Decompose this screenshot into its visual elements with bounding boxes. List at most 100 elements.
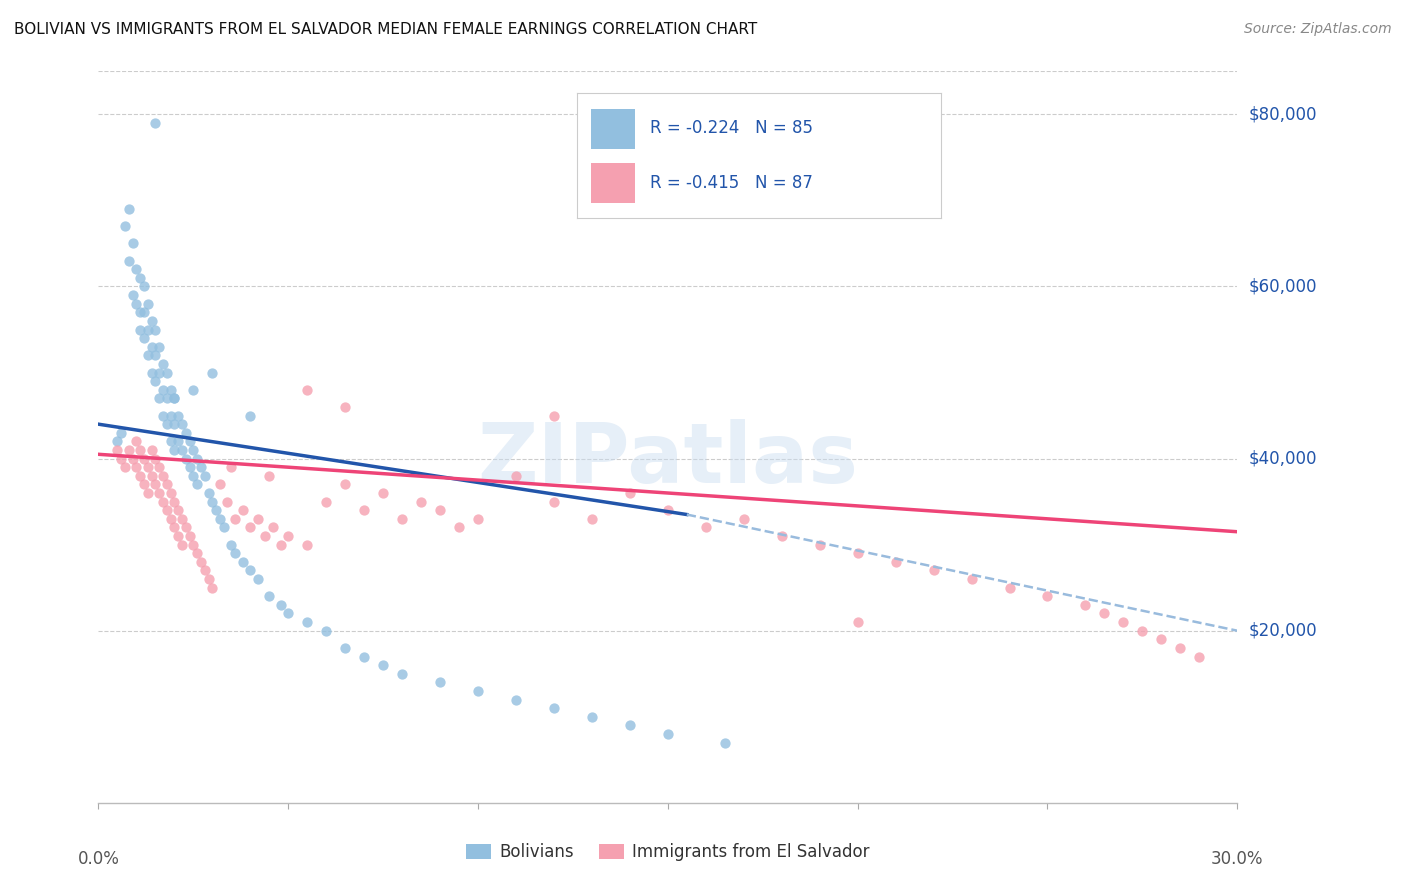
Point xyxy=(467,512,489,526)
Point xyxy=(136,348,159,362)
Point xyxy=(174,451,197,466)
Point xyxy=(335,477,357,491)
Point xyxy=(505,692,527,706)
Point xyxy=(159,409,181,423)
Point xyxy=(714,735,737,749)
Point xyxy=(194,468,217,483)
Point xyxy=(239,520,262,534)
Point xyxy=(129,271,152,285)
Point xyxy=(163,392,186,406)
Point xyxy=(581,512,603,526)
Point xyxy=(619,486,641,500)
Point xyxy=(391,512,413,526)
Point xyxy=(808,538,831,552)
Point xyxy=(259,589,281,603)
Point xyxy=(186,451,208,466)
Point xyxy=(335,400,357,414)
Point xyxy=(152,383,174,397)
Point xyxy=(114,460,136,475)
Point xyxy=(156,417,179,432)
Point xyxy=(159,486,181,500)
Point xyxy=(1132,624,1154,638)
Point xyxy=(179,460,201,475)
Point xyxy=(657,503,679,517)
Point xyxy=(167,434,190,449)
Point xyxy=(543,701,565,715)
Point xyxy=(335,640,357,655)
Point xyxy=(179,529,201,543)
Point xyxy=(167,409,190,423)
Point xyxy=(246,512,269,526)
Point xyxy=(145,374,167,388)
Point xyxy=(186,477,208,491)
Point xyxy=(125,262,148,277)
Point xyxy=(118,202,141,216)
Point xyxy=(297,538,319,552)
Point xyxy=(110,451,132,466)
Point xyxy=(121,288,143,302)
Point xyxy=(183,538,205,552)
Point xyxy=(132,331,155,345)
Point xyxy=(353,503,375,517)
Point xyxy=(208,512,231,526)
Legend: Bolivians, Immigrants from El Salvador: Bolivians, Immigrants from El Salvador xyxy=(460,837,876,868)
Point xyxy=(129,442,152,457)
Point xyxy=(1036,589,1059,603)
Point xyxy=(581,710,603,724)
Point xyxy=(183,383,205,397)
Point xyxy=(170,512,193,526)
Point xyxy=(114,219,136,234)
Point xyxy=(132,451,155,466)
Point xyxy=(156,366,179,380)
Point xyxy=(148,392,170,406)
Point xyxy=(159,434,181,449)
Point xyxy=(125,434,148,449)
Point xyxy=(262,520,284,534)
Point xyxy=(167,529,190,543)
Point xyxy=(201,366,224,380)
Point xyxy=(179,434,201,449)
Point xyxy=(657,727,679,741)
Point xyxy=(1074,598,1097,612)
Point xyxy=(353,649,375,664)
Point xyxy=(118,442,141,457)
Point xyxy=(141,314,163,328)
Point xyxy=(148,460,170,475)
Point xyxy=(846,546,869,560)
Point xyxy=(217,494,239,508)
Point xyxy=(186,546,208,560)
Point xyxy=(239,564,262,578)
Text: $20,000: $20,000 xyxy=(1249,622,1317,640)
Point xyxy=(429,675,451,690)
Point xyxy=(194,564,217,578)
Text: BOLIVIAN VS IMMIGRANTS FROM EL SALVADOR MEDIAN FEMALE EARNINGS CORRELATION CHART: BOLIVIAN VS IMMIGRANTS FROM EL SALVADOR … xyxy=(14,22,758,37)
Point xyxy=(152,468,174,483)
Point xyxy=(125,296,148,310)
Point xyxy=(163,392,186,406)
Text: $40,000: $40,000 xyxy=(1249,450,1317,467)
Point xyxy=(297,383,319,397)
Text: 0.0%: 0.0% xyxy=(77,850,120,868)
Point xyxy=(159,383,181,397)
Point xyxy=(201,581,224,595)
Point xyxy=(201,494,224,508)
Point xyxy=(174,520,197,534)
Point xyxy=(1188,649,1211,664)
Point xyxy=(1094,607,1116,621)
Point xyxy=(156,477,179,491)
Point xyxy=(197,572,219,586)
Point xyxy=(846,615,869,629)
Point xyxy=(121,451,143,466)
Point xyxy=(254,529,277,543)
Point xyxy=(208,477,231,491)
Point xyxy=(212,520,235,534)
Point xyxy=(163,520,186,534)
Point xyxy=(132,477,155,491)
Point xyxy=(159,512,181,526)
Text: Source: ZipAtlas.com: Source: ZipAtlas.com xyxy=(1244,22,1392,37)
Point xyxy=(277,607,299,621)
Text: ZIPatlas: ZIPatlas xyxy=(478,418,858,500)
Point xyxy=(136,296,159,310)
Point xyxy=(733,512,755,526)
Point xyxy=(224,546,246,560)
